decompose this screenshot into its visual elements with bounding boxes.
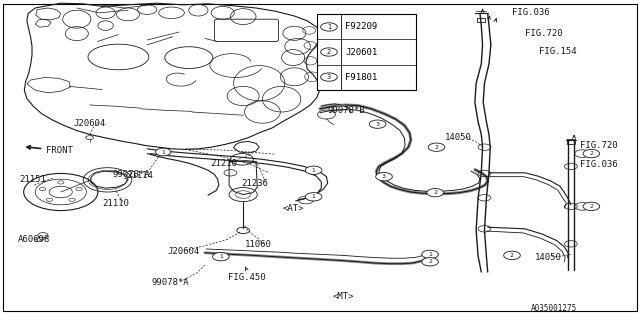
Text: 99078*A: 99078*A	[113, 170, 150, 179]
Text: J20604: J20604	[168, 247, 200, 256]
Text: 2: 2	[589, 204, 593, 209]
Bar	[317, 14, 416, 90]
Text: F91801: F91801	[345, 73, 377, 82]
Text: 2: 2	[510, 253, 514, 258]
Text: 11060: 11060	[245, 240, 272, 249]
Text: J20601: J20601	[345, 47, 377, 57]
Text: FRONT: FRONT	[46, 146, 73, 155]
Circle shape	[321, 73, 337, 81]
Text: 14050: 14050	[534, 253, 561, 262]
Text: A60698: A60698	[18, 236, 50, 244]
Text: 99078*B: 99078*B	[328, 106, 365, 115]
Text: F92209: F92209	[345, 22, 377, 31]
Text: 1: 1	[161, 149, 165, 155]
Circle shape	[583, 202, 600, 211]
Text: 1: 1	[327, 24, 331, 30]
Text: 3: 3	[376, 122, 380, 127]
Circle shape	[504, 251, 520, 260]
Circle shape	[583, 149, 600, 158]
Circle shape	[422, 258, 438, 266]
Text: FIG.450: FIG.450	[228, 273, 266, 282]
Text: 99078*A: 99078*A	[152, 278, 189, 287]
Text: FIG.036: FIG.036	[512, 8, 550, 17]
Circle shape	[422, 250, 438, 259]
Circle shape	[305, 166, 322, 174]
Text: FIG.720: FIG.720	[525, 29, 563, 38]
Circle shape	[305, 193, 322, 201]
Text: 3: 3	[382, 174, 386, 179]
Circle shape	[376, 172, 392, 181]
Text: 2: 2	[327, 49, 331, 55]
Text: 1: 1	[312, 168, 316, 173]
Text: 1: 1	[428, 252, 432, 257]
Text: 2: 2	[589, 151, 593, 156]
Text: 21151: 21151	[19, 175, 46, 184]
Text: 3: 3	[327, 74, 331, 80]
Text: <MT>: <MT>	[333, 292, 355, 301]
Text: 21110: 21110	[102, 199, 129, 208]
Text: 14050: 14050	[445, 133, 472, 142]
Circle shape	[321, 23, 337, 31]
Circle shape	[212, 252, 229, 261]
Circle shape	[427, 188, 444, 197]
Text: 1: 1	[219, 254, 223, 259]
Text: FIG.036: FIG.036	[580, 160, 618, 169]
Text: 21236: 21236	[241, 179, 268, 188]
Text: J20604: J20604	[74, 119, 106, 128]
Text: 1: 1	[312, 194, 316, 199]
Text: FIG.720: FIG.720	[580, 141, 618, 150]
Text: <AT>: <AT>	[283, 204, 305, 213]
Text: 21114: 21114	[126, 171, 153, 180]
Text: 2: 2	[433, 190, 437, 195]
Circle shape	[369, 120, 386, 128]
Circle shape	[321, 48, 337, 56]
Text: 21210: 21210	[210, 159, 237, 168]
Circle shape	[428, 143, 445, 151]
Circle shape	[156, 148, 171, 156]
Text: A035001275: A035001275	[531, 304, 577, 313]
Text: 2: 2	[428, 259, 432, 264]
Text: 2: 2	[435, 145, 438, 150]
Text: FIG.154: FIG.154	[539, 47, 577, 56]
